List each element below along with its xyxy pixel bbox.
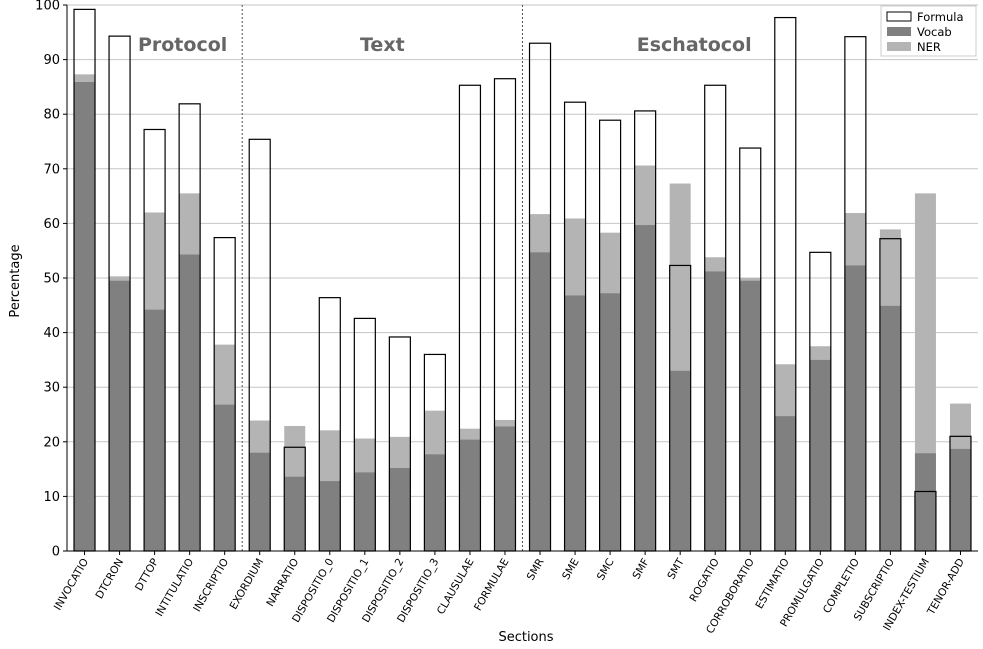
legend-swatch-formula <box>886 11 912 22</box>
vocab-bar <box>424 454 446 551</box>
x-axis-title: Sections <box>498 630 553 645</box>
legend: Formula Vocab NER <box>880 5 977 57</box>
x-tick-label: SMR <box>525 557 547 583</box>
y-tick-label: 20 <box>43 435 60 450</box>
vocab-bar <box>74 81 96 552</box>
section-title: Protocol <box>138 34 227 56</box>
x-tick-label: TENOR-ADD <box>925 556 967 617</box>
vocab-bar <box>809 359 831 551</box>
vocab-bar <box>529 252 551 551</box>
x-tick-label: INSCRIPTIO <box>191 557 231 614</box>
vocab-bar <box>949 448 971 551</box>
vocab-bar <box>774 416 796 551</box>
vocab-bar <box>844 265 866 551</box>
x-tick-label: COMPLETIO <box>821 557 862 616</box>
vocab-bar <box>214 404 236 551</box>
section-title: Text <box>360 34 405 56</box>
y-tick-labels: 0 10 20 30 40 50 60 70 80 90 100 <box>35 0 67 560</box>
y-tick-label: 10 <box>43 490 60 505</box>
x-tick-label: SMT <box>665 556 687 582</box>
vocab-bar <box>704 271 726 551</box>
vocab-bar <box>389 468 411 551</box>
y-tick-label: 30 <box>43 381 60 396</box>
x-tick-label: INTITULATIO <box>153 557 196 619</box>
legend-swatch-ner <box>887 42 911 51</box>
x-tick-label: CLAUSULAE <box>435 557 477 617</box>
x-tick-label: INVOCATIO <box>52 557 91 613</box>
vocab-bars <box>74 81 971 552</box>
section-title: Eschatocol <box>637 34 752 56</box>
vocab-bar <box>739 280 761 551</box>
vocab-bar <box>319 481 341 551</box>
vocab-bar <box>669 370 691 551</box>
y-axis-title: Percentage <box>8 244 23 317</box>
legend-label-vocab: Vocab <box>917 25 952 39</box>
legend-swatch-vocab <box>887 27 911 36</box>
vocab-bar <box>494 426 516 551</box>
vocab-bar <box>459 439 481 551</box>
vocab-bar <box>179 254 201 551</box>
y-tick-label: 90 <box>43 53 60 68</box>
x-tick-label: DTCRON <box>93 557 126 602</box>
x-tick-label: DTTOP <box>133 557 161 594</box>
vocab-bar <box>284 476 306 551</box>
x-tick-label: NARRATIO <box>264 557 301 609</box>
vocab-bar <box>249 452 271 551</box>
vocab-bar <box>109 280 131 551</box>
y-tick-label: 80 <box>43 108 60 123</box>
x-tick-label: SMF <box>630 557 651 582</box>
legend-label-ner: NER <box>917 40 941 54</box>
vocab-bar <box>564 295 586 551</box>
y-tick-label: 70 <box>43 162 60 177</box>
x-tick-labels: INVOCATIO DTCRON DTTOPINTITULATIOINSCRIPTI… <box>52 551 967 636</box>
section-titles: Protocol Text Eschatocol <box>138 34 752 56</box>
y-tick-label: 50 <box>43 272 60 287</box>
vocab-bar <box>914 453 936 551</box>
x-tick-label: ESTIMATIO <box>753 557 791 612</box>
vocab-bar <box>599 293 621 551</box>
y-tick-label: 0 <box>52 545 60 560</box>
y-tick-label: 60 <box>43 217 60 232</box>
section-separators <box>241 5 523 551</box>
vocab-bar <box>634 225 656 551</box>
vocab-bar <box>144 309 166 551</box>
vocab-bar <box>879 305 901 551</box>
x-tick-label: FORMULAE <box>472 557 512 613</box>
x-tick-label: SMC <box>595 557 617 583</box>
y-tick-label: 100 <box>35 0 60 14</box>
legend-label-formula: Formula <box>917 10 964 24</box>
vocab-bar <box>354 472 376 551</box>
x-tick-label: ROGATIO <box>687 557 721 604</box>
x-tick-label: SME <box>560 557 582 582</box>
y-tick-label: 40 <box>43 326 60 341</box>
x-tick-label: EXORDIUM <box>228 557 267 612</box>
